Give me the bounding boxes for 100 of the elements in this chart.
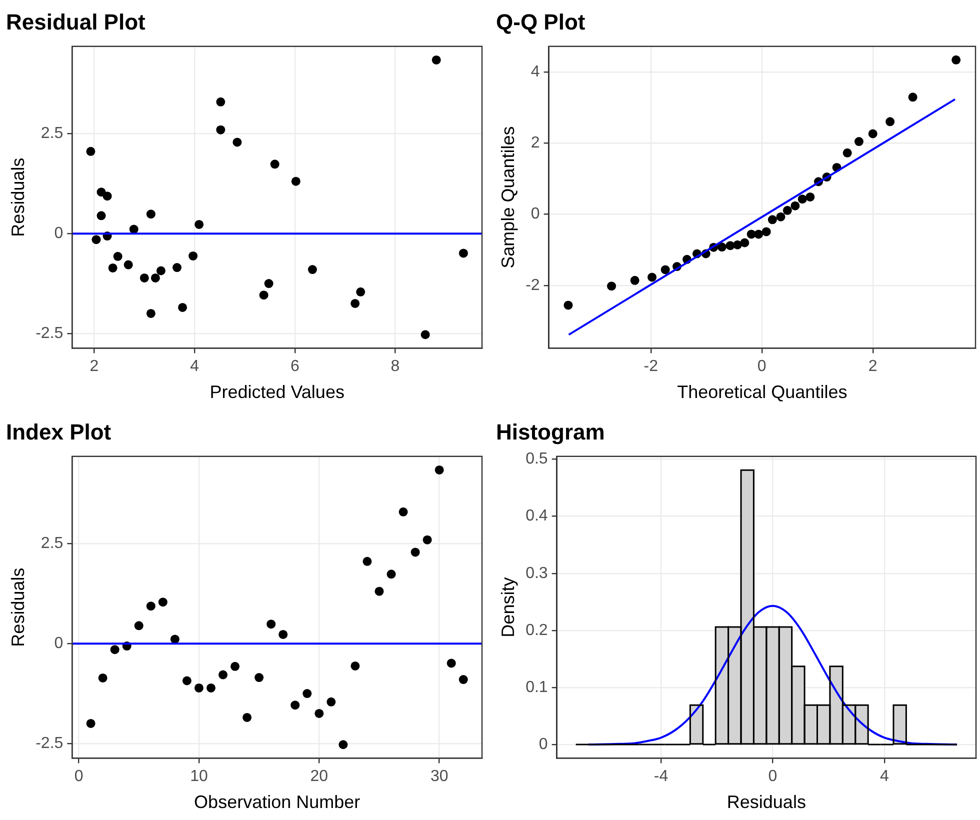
point xyxy=(314,708,324,718)
point xyxy=(158,598,168,607)
point xyxy=(398,507,408,516)
point xyxy=(432,55,441,64)
point xyxy=(754,230,764,239)
x-tick-label: 8 xyxy=(390,358,400,376)
x-tick-label: -2 xyxy=(644,358,658,376)
point xyxy=(194,220,204,229)
x-axis-title: Residuals xyxy=(726,792,806,812)
x-tick-label: -4 xyxy=(654,768,668,786)
point xyxy=(230,662,240,671)
point xyxy=(92,235,101,244)
point xyxy=(308,265,317,274)
point xyxy=(338,740,348,750)
point xyxy=(188,251,198,260)
y-tick-label: 0.5 xyxy=(526,450,548,468)
chart-title: Index Plot xyxy=(6,419,112,444)
point xyxy=(270,160,280,169)
y-tick-label: 0 xyxy=(54,635,64,652)
y-tick-label: 0.2 xyxy=(526,622,548,639)
point xyxy=(420,330,430,340)
point xyxy=(146,210,156,219)
y-tick-label: 0 xyxy=(54,225,64,242)
point xyxy=(356,287,366,296)
point xyxy=(218,670,228,680)
y-tick-label: 2.5 xyxy=(40,535,64,552)
chart-title: Residual Plot xyxy=(6,9,146,34)
x-axis-title: Predicted Values xyxy=(210,382,344,402)
x-tick-label: 4 xyxy=(880,768,889,786)
x-tick-label: 0 xyxy=(768,768,778,786)
point xyxy=(386,570,396,579)
y-tick-label: 4 xyxy=(530,64,540,81)
point xyxy=(254,673,264,682)
point xyxy=(172,263,182,272)
x-axis-title: Observation Number xyxy=(194,792,360,812)
point xyxy=(278,630,288,639)
y-tick-label: 0.4 xyxy=(526,508,548,525)
point xyxy=(302,689,312,698)
point xyxy=(648,272,657,282)
point xyxy=(374,586,384,596)
point xyxy=(660,265,670,274)
chart-title: Q-Q Plot xyxy=(496,9,586,34)
point xyxy=(732,240,742,250)
y-tick-label: 0.1 xyxy=(526,678,548,696)
point xyxy=(564,300,573,310)
point xyxy=(86,718,96,728)
point xyxy=(434,465,444,474)
point xyxy=(182,676,192,686)
point xyxy=(124,260,133,270)
point xyxy=(108,263,118,272)
point xyxy=(350,298,360,308)
point xyxy=(232,138,242,147)
point xyxy=(717,242,726,252)
point xyxy=(790,201,800,210)
x-tick-label: 20 xyxy=(310,768,328,786)
y-axis-title: Sample Quantiles xyxy=(498,126,518,268)
point xyxy=(113,252,122,261)
point xyxy=(146,308,156,318)
point xyxy=(96,211,106,220)
point xyxy=(264,279,274,288)
point xyxy=(326,697,336,706)
x-tick-label: 30 xyxy=(430,768,448,786)
point xyxy=(216,97,226,106)
y-tick-label: -2 xyxy=(526,276,540,294)
point xyxy=(854,137,864,146)
point xyxy=(259,290,268,300)
x-tick-label: 2 xyxy=(868,358,878,376)
y-tick-label: 0 xyxy=(530,206,540,223)
point xyxy=(110,645,120,654)
point xyxy=(952,55,961,64)
point xyxy=(630,276,640,285)
y-tick-label: -2.5 xyxy=(36,734,64,752)
point xyxy=(798,194,807,204)
x-tick-label: 0 xyxy=(757,358,766,376)
point xyxy=(216,125,226,134)
point xyxy=(806,192,815,202)
point xyxy=(446,658,456,668)
point xyxy=(607,282,616,291)
x-axis-title: Theoretical Quantiles xyxy=(677,382,848,402)
point xyxy=(776,212,786,222)
point xyxy=(266,620,276,629)
point xyxy=(178,302,188,312)
y-axis-title: Residuals xyxy=(8,568,28,647)
point xyxy=(458,675,468,684)
y-axis-title: Residuals xyxy=(8,158,28,237)
point xyxy=(868,129,878,138)
y-tick-label: 2 xyxy=(530,134,540,152)
point xyxy=(762,227,771,236)
point xyxy=(768,215,777,224)
point xyxy=(156,266,166,276)
point xyxy=(458,248,468,258)
x-tick-label: 10 xyxy=(190,768,208,786)
x-tick-label: 4 xyxy=(190,358,200,376)
y-tick-label: 2.5 xyxy=(40,125,64,142)
x-tick-label: 0 xyxy=(74,768,84,786)
point xyxy=(362,556,372,566)
point xyxy=(842,148,852,158)
point xyxy=(410,548,420,557)
point xyxy=(350,661,360,670)
point xyxy=(86,146,96,156)
